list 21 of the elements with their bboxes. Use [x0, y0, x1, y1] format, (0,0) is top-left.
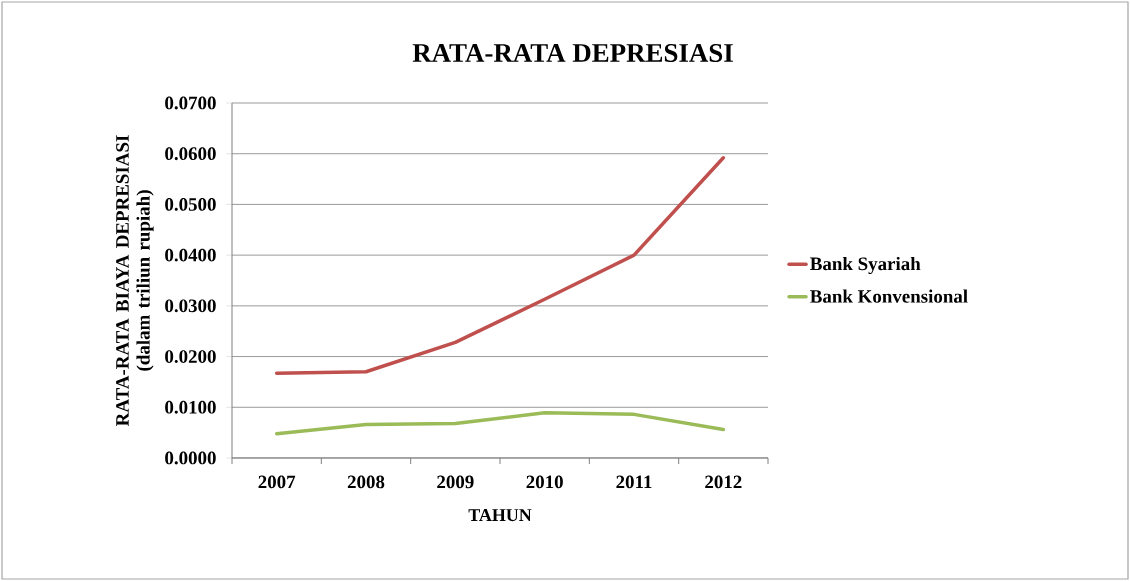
- line-series: [274, 411, 726, 436]
- x-tick-label: 2008: [347, 475, 385, 489]
- y-tick-label: 0.0300: [165, 299, 216, 313]
- y-tick-label: 0.0500: [165, 198, 216, 211]
- x-tick-label: 2007: [258, 475, 296, 489]
- y-tick-label: 0.0200: [165, 350, 216, 363]
- y-axis-title: RATA-RATA BIAYA DEPRESIASI (dalam triliun rupiah): [116, 135, 154, 427]
- x-tick-label: 2011: [616, 475, 652, 489]
- x-axis-title: TAHUN: [468, 509, 532, 522]
- line-series: [274, 156, 726, 376]
- legend-label: Bank Konvensional: [810, 289, 968, 303]
- x-tick-label: 2009: [437, 475, 474, 489]
- y-tick-label: 0.0600: [165, 147, 216, 161]
- y-tick-label: 0.0700: [165, 96, 216, 110]
- x-tick-label: 2012: [705, 475, 742, 489]
- y-tick-label: 0.0100: [165, 400, 216, 414]
- y-tick-label: 0.0400: [165, 248, 216, 262]
- x-tick-label: 2010: [526, 475, 563, 489]
- chart-title: RATA-RATA DEPRESIASI: [412, 43, 733, 63]
- legend-label: Bank Syariah: [810, 256, 921, 275]
- y-tick-label: 0.0000: [165, 451, 216, 465]
